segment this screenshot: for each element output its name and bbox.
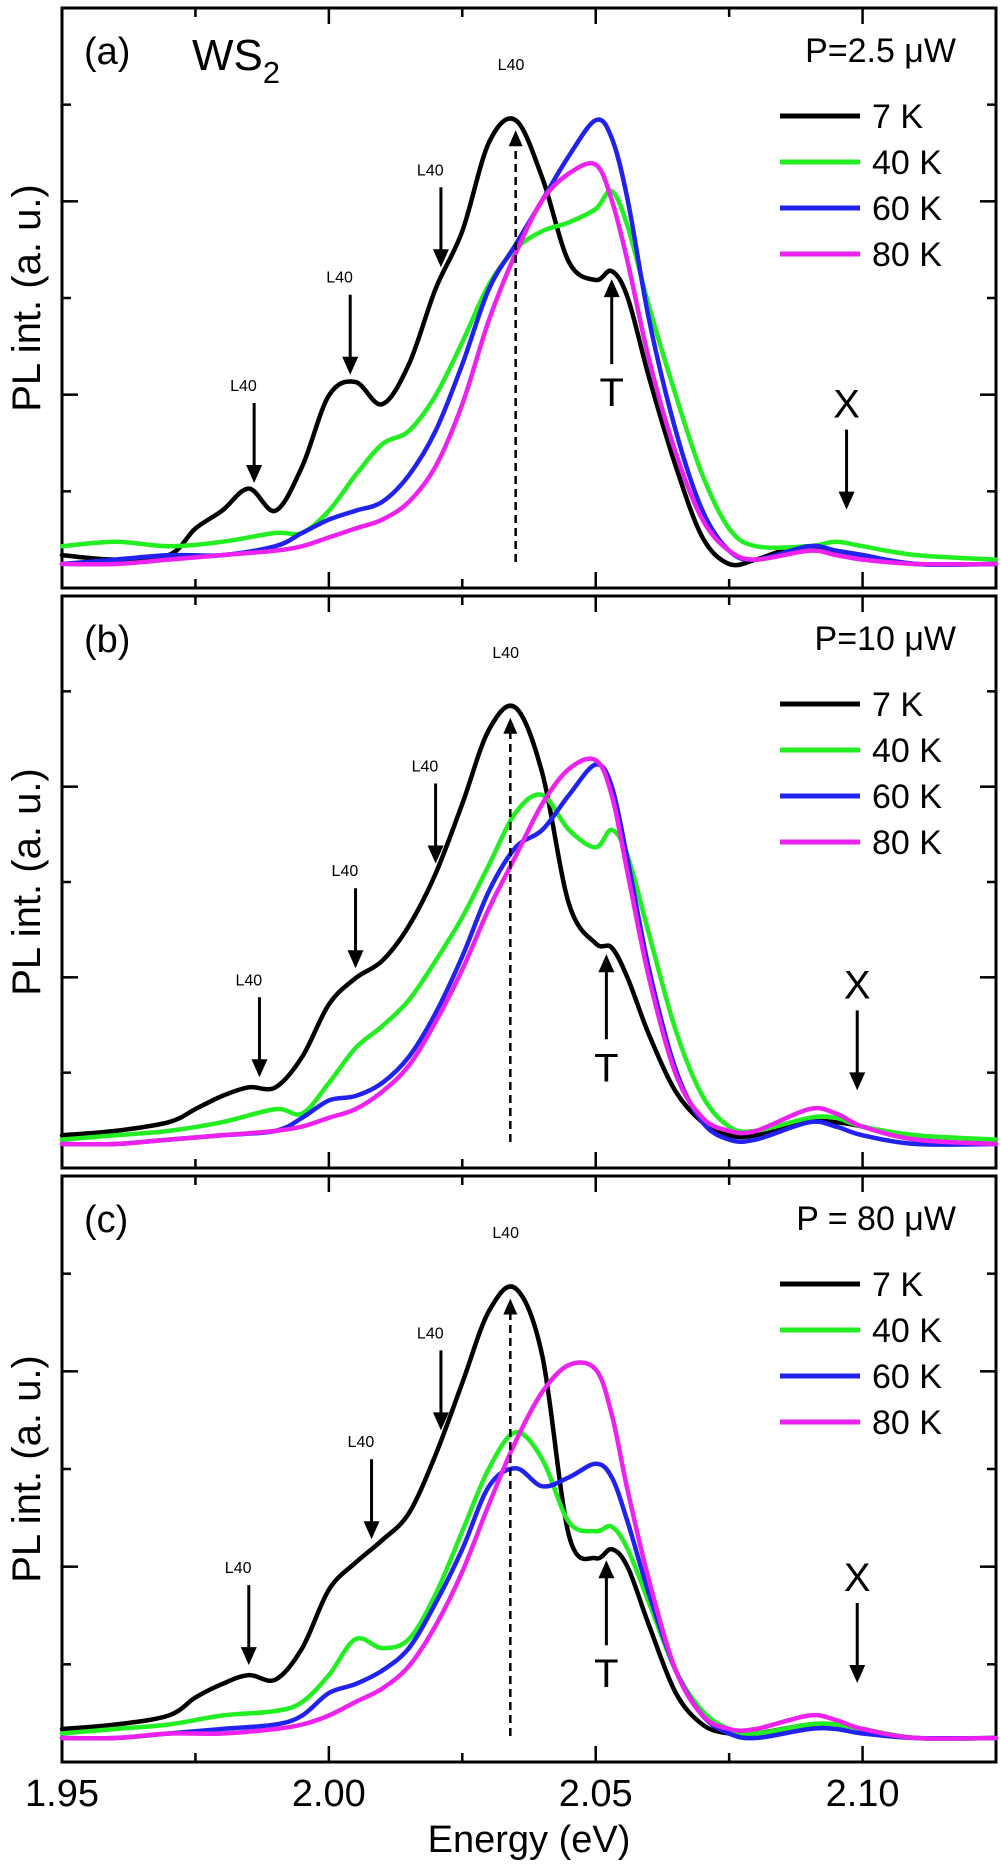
arrow-head — [432, 249, 449, 268]
series-line-40k — [59, 1430, 999, 1741]
series-line-80k — [59, 1360, 999, 1741]
legend-label: 7 K — [872, 686, 923, 724]
legend-label: 80 K — [872, 236, 942, 274]
series-line-60k — [59, 117, 999, 567]
series-line-80k — [59, 756, 999, 1147]
power-label: P = 80 μW — [796, 1200, 956, 1238]
x-tick-label: 2.05 — [559, 1773, 633, 1815]
arrow-head — [598, 1560, 615, 1579]
legend-label: 80 K — [872, 824, 942, 862]
arrow-head — [363, 1521, 380, 1540]
material-label: WS2 — [192, 31, 280, 90]
legend-label: 7 K — [872, 98, 923, 136]
arrow-head — [427, 845, 444, 864]
annotation-t-label: T — [594, 1652, 618, 1696]
[object SVGGElement]: L40 — [348, 1434, 375, 1451]
arrow-head — [503, 717, 518, 734]
annotation-t-label: T — [594, 1046, 618, 1090]
arrow-head — [849, 1072, 866, 1091]
[object SVGGElement]: L40 — [498, 57, 525, 74]
x-tick-label: 2.10 — [826, 1773, 900, 1815]
arrow-head — [503, 1298, 518, 1315]
arrow-head — [603, 279, 620, 298]
series-line-80k — [59, 161, 999, 567]
series-line-60k — [59, 1461, 999, 1741]
panel-0: T X (a) WS2 P=2.5 μW 7 K 40 K 60 K 80 K PL int. (… — [5, 6, 999, 590]
[object SVGGElement]: L40 — [417, 1325, 444, 1342]
legend-label: 60 K — [872, 1358, 942, 1396]
series-line-7k — [59, 703, 999, 1147]
legend-label: 80 K — [872, 1404, 942, 1442]
arrow-head — [246, 464, 263, 483]
[object SVGGElement]: L40 — [492, 645, 519, 662]
annotation-x-label: X — [844, 1556, 871, 1600]
[object SVGGElement]: L40 — [492, 1225, 519, 1242]
panel-label: (b) — [84, 619, 130, 661]
panel-label: (c) — [84, 1199, 128, 1241]
panel-label: (a) — [84, 31, 130, 73]
[object SVGGElement]: L40 — [230, 378, 257, 395]
arrow-head — [838, 491, 855, 510]
y-axis-label: PL int. (a. u.) — [5, 768, 49, 996]
legend-label: 40 K — [872, 732, 942, 770]
annotation-x-label: X — [833, 383, 860, 427]
legend-label: 40 K — [872, 144, 942, 182]
panel-1: T X (b) P=10 μW 7 K 40 K 60 K 80 K PL int. (a. u… — [5, 594, 999, 1170]
x-tick-label: 2.00 — [292, 1773, 366, 1815]
annotation-x-label: X — [844, 963, 871, 1007]
legend-label: 7 K — [872, 1266, 923, 1304]
series-line-7k — [59, 116, 999, 568]
[object SVGGElement]: L40 — [412, 759, 439, 776]
[object SVGGElement]: L40 — [326, 270, 353, 287]
annotation-t-label: T — [600, 371, 624, 415]
series-line-60k — [59, 762, 999, 1147]
plot-frame — [60, 6, 998, 590]
[object SVGGElement]: L40 — [225, 1560, 252, 1577]
arrow-head — [347, 950, 364, 969]
[object SVGGElement]: L40 — [417, 162, 444, 179]
legend-label: 40 K — [872, 1312, 942, 1350]
power-label: P=10 μW — [815, 620, 956, 658]
panel-2: T X (c) P = 80 μW 7 K 40 K 60 K 80 K PL int. (a.… — [5, 1174, 999, 1861]
arrow-head — [240, 1647, 257, 1666]
x-axis-label: Energy (eV) — [428, 1819, 631, 1861]
arrow-head — [508, 130, 523, 147]
arrow-head — [598, 954, 615, 973]
arrow-head — [432, 1412, 449, 1431]
x-tick-label: 1.95 — [25, 1773, 99, 1815]
arrow-head — [849, 1665, 866, 1684]
[object SVGGElement]: L40 — [235, 972, 262, 989]
arrow-head — [342, 356, 359, 375]
[object SVGGElement]: L40 — [332, 863, 359, 880]
series-line-40k — [59, 188, 999, 562]
y-axis-label: PL int. (a. u.) — [5, 1355, 49, 1583]
legend-label: 60 K — [872, 190, 942, 228]
power-label: P=2.5 μW — [805, 32, 956, 70]
y-axis-label: PL int. (a. u.) — [5, 184, 49, 412]
legend-label: 60 K — [872, 778, 942, 816]
arrow-head — [251, 1059, 268, 1078]
series-line-40k — [59, 792, 999, 1142]
